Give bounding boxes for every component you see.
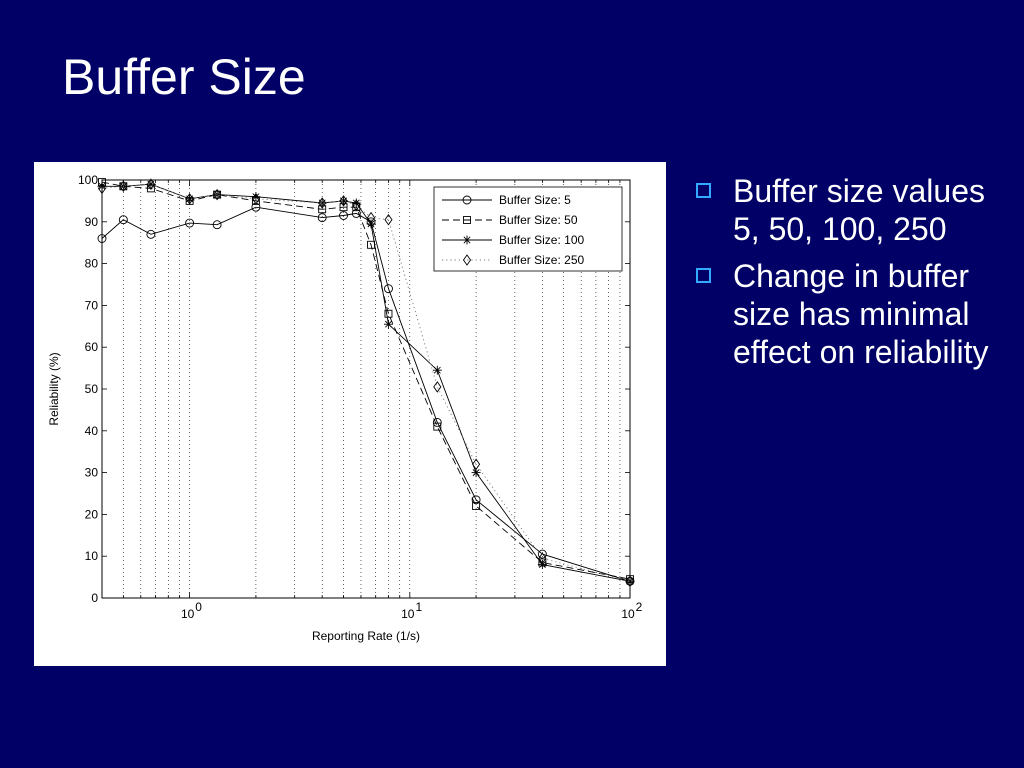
legend-entry: Buffer Size: 250 xyxy=(499,253,584,267)
data-point xyxy=(383,319,393,329)
asterisk-stroke xyxy=(385,320,392,328)
data-point xyxy=(432,365,442,375)
data-point xyxy=(212,220,222,230)
data-point xyxy=(384,213,393,226)
data-point xyxy=(366,219,376,229)
data-point xyxy=(339,211,348,220)
data-point xyxy=(433,422,442,431)
data-point xyxy=(366,211,376,224)
grid-lines xyxy=(123,180,621,598)
data-point xyxy=(432,417,442,427)
data-point xyxy=(339,195,348,207)
data-point xyxy=(213,188,222,201)
data-point xyxy=(538,552,547,565)
legend: Buffer Size: 5 Buffer Size: 50 Buffer Size… xyxy=(433,186,623,272)
bullet-text: Change in buffer size has minimal effect… xyxy=(733,258,989,370)
asterisk-stroke xyxy=(252,193,260,201)
data-point xyxy=(537,560,547,570)
legend-marker xyxy=(463,216,471,224)
series-1 xyxy=(97,202,635,586)
data-point xyxy=(472,458,481,471)
asterisk-stroke xyxy=(472,469,480,477)
y-tick-label: 80 xyxy=(85,257,99,271)
asterisk-stroke xyxy=(352,199,360,207)
y-tick-label: 30 xyxy=(85,466,99,480)
series-line xyxy=(101,206,631,582)
square-bullet-icon xyxy=(696,268,711,283)
legend-marker xyxy=(462,195,472,205)
x-tick-label-exponent: 0 xyxy=(195,600,202,614)
chart-panel: 0 10 20 30 40 50 60 70 80 90 100 10 0 10 1 10 2 Reporti… xyxy=(34,162,666,666)
data-point xyxy=(185,218,195,228)
data-point xyxy=(537,549,547,559)
y-tick-label: 0 xyxy=(91,591,98,605)
data-point xyxy=(471,495,481,505)
bullet-text: Buffer size values 5, 50, 100, 250 xyxy=(733,173,985,247)
data-point xyxy=(185,193,194,205)
legend-marker xyxy=(462,235,472,245)
data-point xyxy=(118,215,128,225)
asterisk-stroke xyxy=(538,561,546,569)
x-tick-label-exponent: 1 xyxy=(415,600,422,614)
x-tick-label-exponent: 2 xyxy=(636,600,643,614)
legend-marker xyxy=(462,254,472,266)
x-tick-label-base: 10 xyxy=(181,607,195,621)
data-point xyxy=(352,199,361,211)
data-point xyxy=(146,229,156,239)
legend-entry: Buffer Size: 50 xyxy=(499,213,578,227)
x-tick-label-base: 10 xyxy=(621,607,635,621)
axis-ticks xyxy=(102,179,630,599)
y-tick-labels: 0 10 20 30 40 50 60 70 80 90 100 xyxy=(78,173,98,605)
series-layer xyxy=(97,178,635,588)
y-tick-label: 10 xyxy=(85,549,99,563)
data-point xyxy=(251,192,261,202)
bullet-item: Buffer size values 5, 50, 100, 250 xyxy=(694,172,1014,248)
x-tick-label: 10 0 xyxy=(181,600,202,621)
data-point xyxy=(384,309,393,318)
slide-title: Buffer Size xyxy=(62,49,306,105)
y-tick-label: 20 xyxy=(85,507,99,521)
data-point xyxy=(119,180,128,193)
legend-entry: Buffer Size: 100 xyxy=(499,233,584,247)
y-tick-label: 90 xyxy=(85,215,99,229)
series-line xyxy=(101,181,631,580)
bullet-list: Buffer size values 5, 50, 100, 250 Chang… xyxy=(694,172,1014,380)
data-point xyxy=(384,284,393,294)
legend-entry: Buffer Size: 5 xyxy=(499,193,571,207)
data-point xyxy=(472,502,481,510)
asterisk-stroke xyxy=(433,366,441,374)
data-point xyxy=(146,178,155,190)
x-tick-label: 10 1 xyxy=(401,600,422,621)
x-axis-label: Reporting Rate (1/s) xyxy=(312,629,420,643)
y-tick-label: 60 xyxy=(85,340,99,354)
x-tick-labels: 10 0 10 1 10 2 xyxy=(181,600,643,621)
square-bullet-icon xyxy=(696,183,711,198)
y-tick-label: 100 xyxy=(78,173,98,187)
y-tick-label: 50 xyxy=(85,382,99,396)
bullet-item: Change in buffer size has minimal effect… xyxy=(694,257,1014,371)
data-point xyxy=(318,197,327,209)
data-point xyxy=(251,193,260,205)
asterisk-stroke xyxy=(463,236,471,244)
y-axis-label: Reliability (%) xyxy=(47,352,61,425)
asterisk-stroke xyxy=(367,220,375,228)
y-tick-label: 40 xyxy=(85,424,99,438)
y-tick-label: 70 xyxy=(85,298,99,312)
data-point xyxy=(433,381,442,393)
data-point xyxy=(317,213,327,223)
x-tick-label-base: 10 xyxy=(401,607,415,621)
x-tick-label: 10 2 xyxy=(621,600,642,621)
